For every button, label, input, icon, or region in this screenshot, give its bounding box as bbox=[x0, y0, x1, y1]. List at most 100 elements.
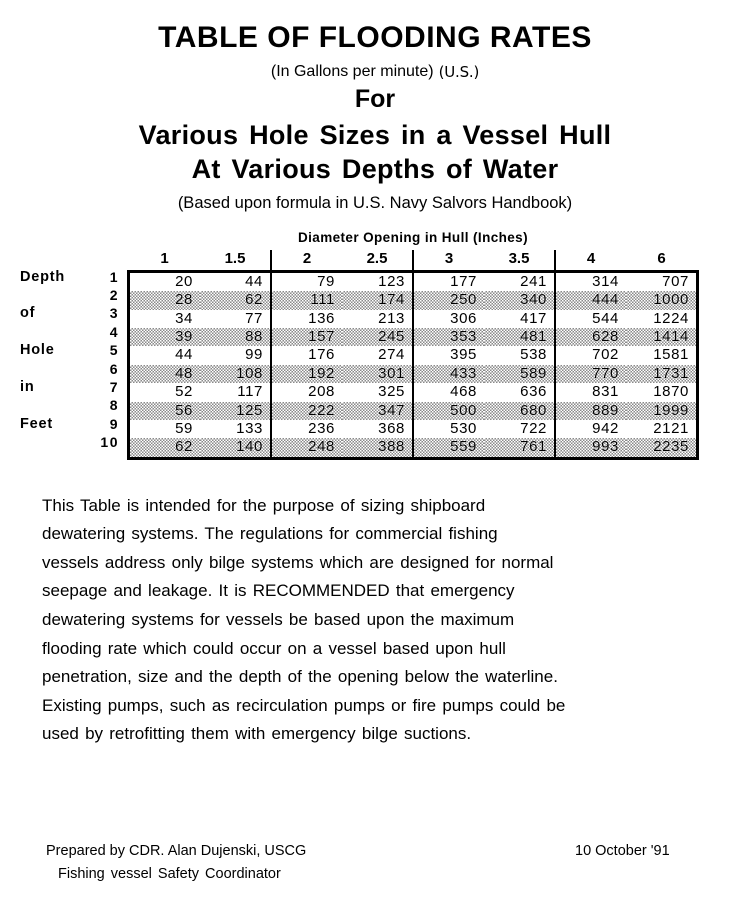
table-cell: 589 bbox=[484, 364, 556, 384]
row-axis-caption-word: Feet bbox=[20, 415, 54, 432]
table-cell: 157 bbox=[271, 327, 342, 347]
table-cell: 395 bbox=[450, 346, 477, 364]
row-number-gutter: 1 2 3 4 5 6 7 8 9 10 bbox=[78, 268, 122, 452]
table-cell: 314 bbox=[555, 270, 626, 292]
table-row: 44 99 176 274 395 538 702 1581 bbox=[128, 346, 698, 365]
table-cell: 48 bbox=[128, 364, 200, 384]
table-cell: 433 bbox=[413, 364, 484, 384]
table-cell: 1999 bbox=[626, 401, 698, 420]
row-number: 10 bbox=[100, 434, 119, 451]
table-cell: 56 bbox=[128, 401, 200, 420]
table-cell: 1414 bbox=[626, 327, 698, 347]
page-title: TABLE OF FLOODING RATES bbox=[158, 21, 592, 54]
column-header: 4 bbox=[586, 250, 596, 268]
footer-author-block: Prepared by CDR. Alan Dujenski, USCG Fis… bbox=[46, 840, 306, 886]
table-cell: 245 bbox=[342, 327, 414, 347]
column-header: 2 bbox=[302, 250, 312, 268]
table-cell: 44 bbox=[200, 270, 272, 292]
table-cell: 500 bbox=[413, 401, 484, 420]
table-cell: 79 bbox=[271, 270, 342, 292]
body-line: Existing pumps, such as recirculation pu… bbox=[42, 695, 566, 715]
table-cell: 680 bbox=[484, 401, 556, 420]
footer: Prepared by CDR. Alan Dujenski, USCG Fis… bbox=[0, 840, 750, 900]
column-header: 1 bbox=[160, 250, 169, 268]
table-row: 62 140 248 388 559 761 993 2235 bbox=[128, 438, 698, 459]
table-cell: 761 bbox=[484, 438, 556, 459]
table-cell: 530 bbox=[450, 419, 477, 437]
row-number: 9 bbox=[109, 415, 119, 432]
row-axis-caption: Depth of Hole in Feet bbox=[20, 268, 80, 452]
table-cell: 468 bbox=[450, 383, 477, 401]
table-row: 56 125 222 347 500 680 889 1999 bbox=[128, 401, 698, 420]
table-cell: 481 bbox=[484, 327, 556, 347]
table-cell: 770 bbox=[555, 364, 626, 384]
flooding-rates-table-block: Diameter Opening in Hull (Inches) Depth … bbox=[0, 230, 750, 462]
body-line: flooding rate which could occur on a ves… bbox=[42, 638, 506, 658]
table-cell: 192 bbox=[271, 364, 342, 384]
table-cell: 444 bbox=[555, 291, 626, 310]
row-number: 8 bbox=[109, 397, 119, 414]
table-header-row: 1 1.5 2 2.5 3 3.5 4 6 bbox=[129, 249, 697, 272]
row-axis-caption-word: Hole bbox=[20, 342, 55, 359]
table-row: 34 77 136 213 306 417 544 1224 bbox=[128, 309, 698, 328]
source-note: (Based upon formula in U.S. Navy Salvors… bbox=[177, 193, 573, 212]
table-cell: 88 bbox=[200, 327, 272, 347]
table-cell: 942 bbox=[592, 419, 619, 437]
table-cell: 125 bbox=[200, 401, 272, 420]
table-cell: 34 bbox=[128, 309, 200, 328]
column-group-header: Diameter Opening in Hull (Inches) bbox=[298, 229, 528, 245]
table-cell: 544 bbox=[592, 309, 619, 327]
table-cell: 831 bbox=[592, 383, 619, 401]
table-row: 59 133 236 368 530 722 942 2121 bbox=[128, 419, 698, 439]
table-cell: 222 bbox=[271, 401, 342, 420]
footer-date: 10 October '91 bbox=[575, 843, 670, 859]
footer-prepared-by: Prepared by CDR. Alan Dujenski, USCG bbox=[46, 843, 307, 859]
table-cell: 177 bbox=[413, 270, 484, 292]
row-axis-caption-word: of bbox=[20, 305, 36, 322]
table-cell: 559 bbox=[413, 438, 484, 459]
table-cell: 368 bbox=[342, 419, 414, 439]
table-cell: 213 bbox=[342, 309, 414, 328]
row-axis-caption-word: in bbox=[20, 379, 35, 396]
table-cell: 2121 bbox=[626, 419, 698, 439]
table-cell: 889 bbox=[555, 401, 626, 420]
table-cell: 1731 bbox=[626, 364, 698, 384]
table-cell: 306 bbox=[450, 309, 477, 327]
table-row: 48 108 192 301 433 589 770 1731 bbox=[128, 364, 698, 384]
table-body: 20 44 79 123 177 241 314 707 28 62 111 1… bbox=[127, 269, 699, 460]
table-cell: 117 bbox=[200, 383, 272, 402]
row-axis-caption-word: Depth bbox=[20, 268, 66, 285]
row-number: 6 bbox=[109, 360, 119, 377]
body-line: used by retrofitting them with emergency… bbox=[42, 724, 472, 744]
table-cell: 123 bbox=[342, 270, 414, 292]
table-cell: 636 bbox=[484, 383, 556, 402]
column-header: 6 bbox=[657, 250, 666, 268]
body-line: vessels address only bilge systems which… bbox=[42, 552, 554, 572]
flooding-rates-table: 1 1.5 2 2.5 3 3.5 4 6 20 44 79 123 177 2… bbox=[127, 249, 699, 460]
column-header: 2.5 bbox=[342, 249, 414, 272]
body-paragraph: This Table is intended for the purpose o… bbox=[42, 492, 702, 749]
column-header: 3.5 bbox=[484, 249, 556, 272]
table-cell: 133 bbox=[200, 419, 272, 439]
title-for-word: For bbox=[354, 85, 396, 114]
table-cell: 39 bbox=[128, 327, 200, 347]
table-cell: 52 bbox=[128, 383, 200, 402]
table-cell: 353 bbox=[413, 327, 484, 347]
table-cell: 301 bbox=[342, 364, 414, 384]
table-cell: 1870 bbox=[626, 383, 698, 402]
table-cell: 628 bbox=[555, 327, 626, 347]
table-row: 28 62 111 174 250 340 444 1000 bbox=[128, 291, 698, 310]
table-cell: 993 bbox=[555, 438, 626, 459]
table-cell: 111 bbox=[271, 291, 342, 310]
table-cell: 136 bbox=[308, 309, 335, 327]
table-cell: 340 bbox=[484, 291, 556, 310]
table-cell: 44 bbox=[128, 346, 200, 365]
row-number: 7 bbox=[109, 379, 119, 396]
row-number: 3 bbox=[109, 305, 119, 322]
table-cell: 62 bbox=[128, 438, 200, 459]
table-row: 20 44 79 123 177 241 314 707 bbox=[128, 270, 698, 292]
table-cell: 417 bbox=[484, 309, 556, 328]
table-cell: 722 bbox=[484, 419, 556, 439]
table-cell: 2235 bbox=[626, 438, 698, 459]
table-cell: 174 bbox=[342, 291, 414, 310]
